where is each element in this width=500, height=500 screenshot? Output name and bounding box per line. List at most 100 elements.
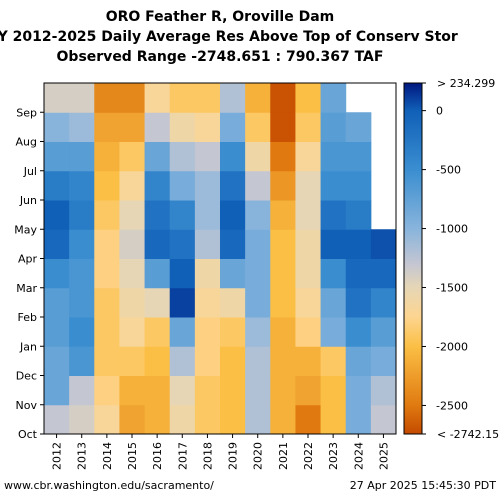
heat-cell <box>194 404 221 435</box>
heat-cell <box>169 141 196 172</box>
heat-cell <box>245 229 271 259</box>
heat-cell <box>270 170 296 201</box>
heat-cell <box>370 287 397 318</box>
heat-cell <box>270 141 296 172</box>
heat-cell <box>245 83 271 113</box>
heat-cell <box>220 112 246 142</box>
heat-cell <box>220 83 246 113</box>
heat-cell <box>94 258 120 289</box>
heat-cell <box>220 346 246 376</box>
heat-cell <box>119 287 146 318</box>
heat-cell <box>270 346 296 376</box>
y-tick-label: Sep <box>16 106 37 119</box>
heat-cell <box>345 346 372 376</box>
x-tick-label: 2020 <box>252 442 265 470</box>
heat-cell <box>220 141 246 172</box>
heat-cell <box>69 229 95 259</box>
heat-cell <box>295 258 322 289</box>
heat-cell <box>144 112 171 142</box>
heat-cell <box>320 317 347 347</box>
colorbar-tick-label: -1500 <box>436 282 468 295</box>
heat-cell <box>94 170 120 201</box>
footer-left: www.cbr.washington.edu/sacramento/ <box>4 479 214 492</box>
heat-cell <box>44 229 70 259</box>
heat-cell <box>245 287 271 318</box>
y-tick-label: Feb <box>18 311 37 324</box>
heat-cell <box>370 375 397 406</box>
heat-cell <box>370 346 397 376</box>
x-tick-label: 2017 <box>176 442 189 470</box>
heat-cell <box>169 229 196 259</box>
heat-cell <box>220 170 246 201</box>
heat-cell <box>94 346 120 376</box>
heat-cell <box>144 83 171 113</box>
x-tick-label: 2019 <box>227 442 240 470</box>
x-tick-label: 2021 <box>277 442 290 470</box>
heat-cell <box>119 346 146 376</box>
heat-cell <box>245 317 271 347</box>
heat-cell <box>194 229 221 259</box>
heat-cell <box>345 200 372 230</box>
heat-cell <box>345 404 372 435</box>
heat-cell <box>94 229 120 259</box>
heat-cell <box>320 112 347 142</box>
heat-cell <box>370 229 397 259</box>
y-tick-label: May <box>14 223 37 236</box>
heat-cell <box>270 287 296 318</box>
colorbar-tick-label: -1000 <box>436 223 468 236</box>
heat-cell <box>119 141 146 172</box>
heat-cell <box>295 229 322 259</box>
heat-cell <box>194 83 221 113</box>
heat-cell <box>144 287 171 318</box>
heat-cell <box>345 112 372 142</box>
heat-cell <box>144 404 171 435</box>
x-tick-label: 2015 <box>126 442 139 470</box>
chart-title: ORO Feather R, Oroville Dam <box>106 9 335 25</box>
heat-cell <box>220 229 246 259</box>
heat-cell <box>44 346 70 376</box>
heat-cell <box>119 229 146 259</box>
heat-cell <box>345 317 372 347</box>
heat-cell <box>220 258 246 289</box>
heat-cell <box>295 112 322 142</box>
heat-cell <box>245 375 271 406</box>
heat-cell <box>270 375 296 406</box>
chart-title: Observed Range -2748.651 : 790.367 TAF <box>57 49 384 65</box>
heat-cell <box>345 170 372 201</box>
heat-cell <box>44 258 70 289</box>
heat-cell <box>44 83 70 113</box>
heat-cell <box>194 346 221 376</box>
heat-cell <box>320 229 347 259</box>
heat-cell <box>270 200 296 230</box>
heat-cell <box>270 112 296 142</box>
colorbar-tick-label: -500 <box>436 164 461 177</box>
heat-cell <box>44 287 70 318</box>
heat-cell <box>320 83 347 113</box>
x-tick-label: 2025 <box>377 442 390 470</box>
heat-cell <box>220 404 246 435</box>
heat-cell <box>295 141 322 172</box>
heat-cell <box>270 404 296 435</box>
heat-cell <box>144 141 171 172</box>
heat-cell <box>169 258 196 289</box>
heat-cell <box>144 200 171 230</box>
heat-cell <box>320 287 347 318</box>
heat-cell <box>44 404 70 435</box>
heat-cell <box>94 287 120 318</box>
x-tick-label: 2016 <box>151 442 164 470</box>
y-tick-label: Nov <box>16 399 38 412</box>
heat-cell <box>94 200 120 230</box>
heat-cell <box>69 200 95 230</box>
heat-cell <box>295 83 322 113</box>
heat-cell <box>94 112 120 142</box>
heat-cell <box>44 112 70 142</box>
heat-cell <box>345 258 372 289</box>
heat-cell <box>245 200 271 230</box>
heat-cell <box>220 317 246 347</box>
heat-cell <box>169 200 196 230</box>
heat-cell <box>119 317 146 347</box>
heat-cell <box>194 200 221 230</box>
heat-cell <box>119 170 146 201</box>
heat-cell <box>194 317 221 347</box>
y-tick-label: Jun <box>19 194 37 207</box>
